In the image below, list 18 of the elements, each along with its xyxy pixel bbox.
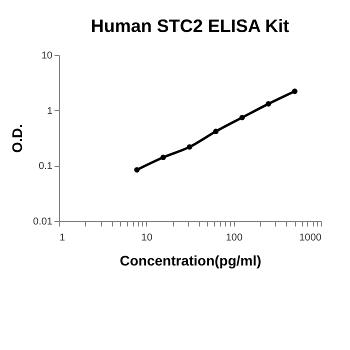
- point: [160, 154, 166, 160]
- point: [292, 88, 298, 94]
- y-tick-label: 1: [46, 106, 53, 117]
- x-tick-label: 1: [60, 232, 66, 244]
- y-tick-label: 0.01: [33, 216, 53, 228]
- y-axis-title: O.D.: [9, 124, 26, 153]
- chart-title: Human STC2 ELISA Kit: [90, 16, 290, 36]
- point: [239, 114, 245, 120]
- point: [213, 128, 219, 134]
- x-tick-label: 10: [141, 232, 153, 244]
- y-tick-label: 0.1: [38, 161, 53, 172]
- x-tick-label: 100: [226, 232, 243, 244]
- point: [134, 167, 140, 173]
- x-tick-label: 1000: [299, 232, 322, 244]
- point: [186, 144, 192, 150]
- y-tick-label: 10: [41, 50, 53, 62]
- point: [266, 101, 272, 107]
- x-axis-title: Concentration(pg/ml): [120, 252, 262, 268]
